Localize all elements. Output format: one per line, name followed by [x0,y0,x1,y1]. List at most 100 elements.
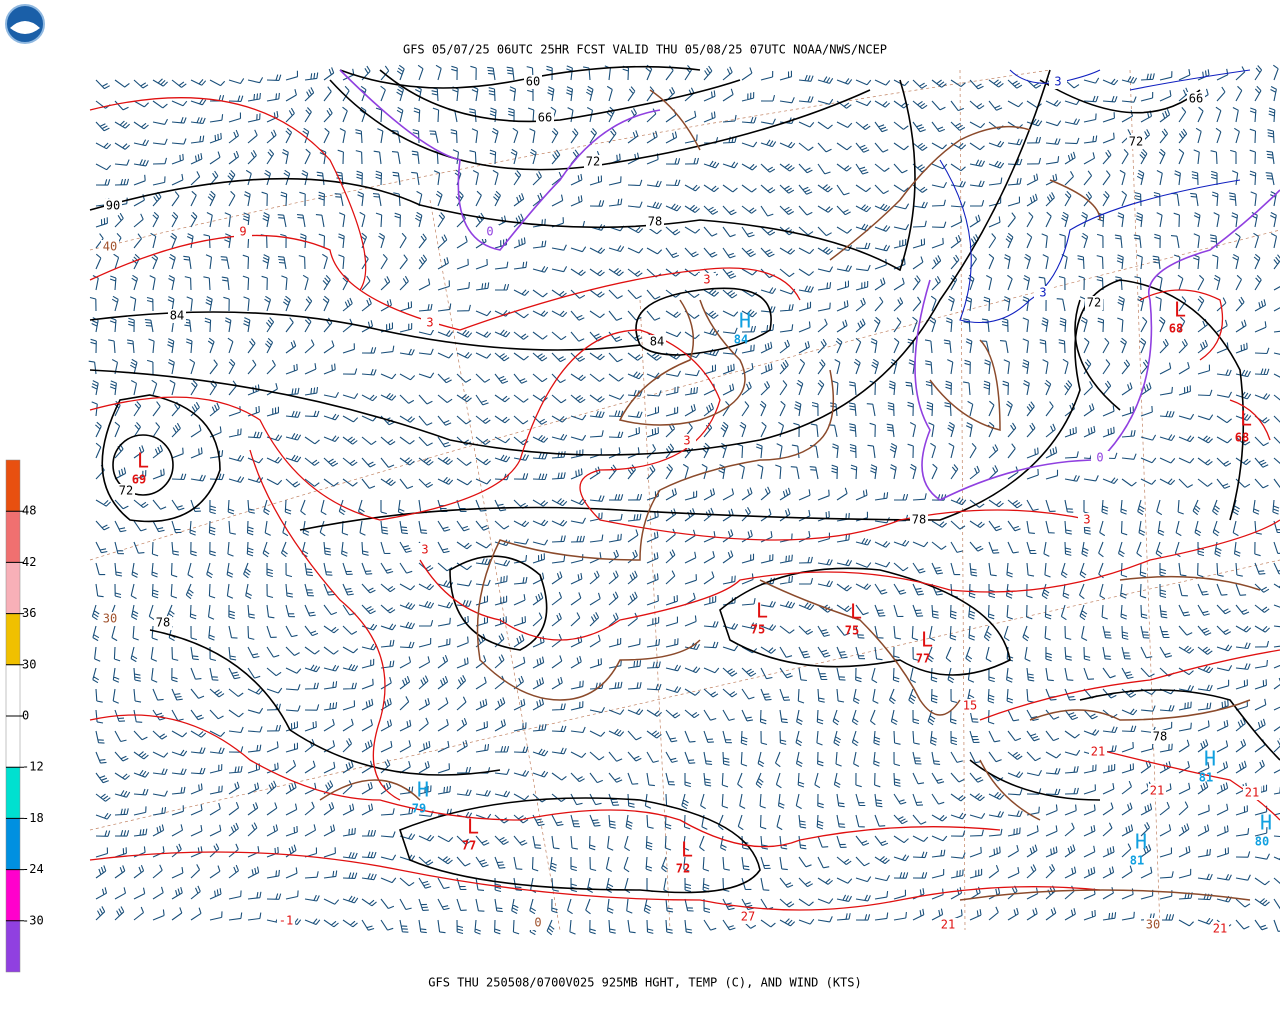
contour-label: 78 [156,616,170,630]
contour-label: 0 [486,225,493,239]
wind-barbs [88,64,1280,936]
center-letter: H [1204,747,1216,771]
center-value: 75 [751,623,765,637]
center-letter: L [1174,298,1186,322]
map-footer: GFS THU 250508/0700V025 925MB HGHT, TEMP… [428,976,861,990]
contour-label: 21 [1245,786,1259,800]
center-value: 72 [676,862,690,876]
colorbar: 48 42 36 30 0 -12 -18 -24 -30 [5,459,44,973]
colorbar-segment [5,920,21,973]
colorbar-segment [5,715,21,768]
center-letter: L [1240,407,1252,431]
contour-label-bg [739,910,757,924]
map-title: GFS 05/07/25 06UTC 25HR FCST VALID THU 0… [403,43,887,57]
center-letter: L [921,628,933,652]
contour-label-bg [939,918,957,932]
contour-label: 3 [1054,75,1061,89]
center-value: 77 [916,652,930,666]
contour-label: 90 [106,199,120,213]
contour-label: 3 [1083,513,1090,527]
colorbar-segment [5,562,21,614]
center-value: 75 [845,624,859,638]
contour-label: -1 [279,914,293,928]
contour-label: 66 [1189,92,1203,106]
contour-label: 72 [119,484,133,498]
colorbar-segment [5,459,21,512]
contour-label: 3 [426,316,433,330]
contour-label-bg [1243,786,1261,800]
contour-label-bg [104,199,122,213]
contour-label: 66 [538,111,552,125]
contour-label-bg [1034,286,1052,300]
blue-contours [939,69,1251,324]
colorbar-label: 36 [22,606,36,620]
contour-label-bg [101,240,119,254]
center-value: 81 [1199,771,1213,785]
contour-label: 40 [103,240,117,254]
contour-label: 3 [703,273,710,287]
contour-label-bg [1085,296,1103,310]
contour-label: 3 [683,434,690,448]
contour-label-bg [117,484,135,498]
contour-label: 84 [170,309,184,323]
graticule [89,69,1280,931]
center-letter: L [681,838,693,862]
contour-label-bg [1049,75,1067,89]
contour-label: 3 [421,543,428,557]
contour-label-bg [961,699,979,713]
contour-label: 30 [1146,918,1160,932]
contour-label: 84 [650,335,664,349]
contour-label-bg [1091,451,1109,465]
contour-label-bg [416,543,434,557]
center-value: 84 [734,333,748,347]
colorbar-label: 42 [22,555,36,569]
center-letter: H [1135,830,1147,854]
contour-label: 72 [1129,135,1143,149]
contour-label-bg [1211,922,1229,936]
center-value: 68 [1169,322,1183,336]
colorbar-segment [5,818,21,870]
temperature-contours [89,97,1280,911]
colorbar-segment [5,510,21,563]
contour-label-bg [648,335,666,349]
colorbar-label: -24 [22,862,44,876]
colorbar-label: 30 [22,657,36,671]
center-value: 79 [412,802,426,816]
contour-label-bg [1127,135,1145,149]
center-value: 77 [462,839,476,853]
colorbar-segment [5,613,21,666]
contour-label-bg [1148,784,1166,798]
contour-label: 15 [963,699,977,713]
contour-label-bg [646,215,664,229]
contour-label: 78 [1153,730,1167,744]
center-letter: L [756,599,768,623]
center-letter: L [467,815,479,839]
contour-label: 60 [526,75,540,89]
colorbar-label: -18 [22,811,44,825]
contour-label-bg [1187,92,1205,106]
center-letter: H [739,309,751,333]
contour-label-bg [154,616,172,630]
center-value: 81 [1130,854,1144,868]
colorbar-label: -30 [22,913,44,927]
colorbar-segment [5,869,21,922]
contour-label-bg [1089,745,1107,759]
contour-label: 9 [239,225,246,239]
contour-label: 72 [586,155,600,169]
wind-barb-field [88,64,1280,936]
contour-label-bg [168,309,186,323]
contour-label: 78 [912,513,926,527]
contour-label: 21 [1213,922,1227,936]
contour-label-bg [524,75,542,89]
contour-label-bg [678,434,696,448]
contour-label-bg [698,273,716,287]
contour-label-bg [1078,513,1096,527]
contour-label-bg [584,155,602,169]
contour-label: 30 [103,612,117,626]
center-letter: L [850,600,862,624]
contour-label: 21 [1150,784,1164,798]
contour-label: 27 [741,910,755,924]
